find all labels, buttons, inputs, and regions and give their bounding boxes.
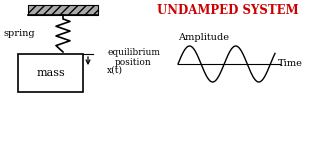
Text: spring: spring (3, 30, 35, 38)
Bar (28, 5, 98, 15)
Text: UNDAMPED SYSTEM: UNDAMPED SYSTEM (157, 4, 299, 17)
Bar (18, 54, 83, 92)
Text: Time: Time (278, 59, 303, 68)
Text: x(t): x(t) (107, 65, 123, 75)
Text: equilibrium
position: equilibrium position (107, 48, 160, 67)
Text: mass: mass (36, 68, 65, 78)
Text: Amplitude: Amplitude (178, 33, 229, 42)
